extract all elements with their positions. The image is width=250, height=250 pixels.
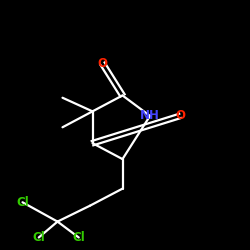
Text: Cl: Cl: [72, 231, 85, 244]
Text: O: O: [175, 110, 185, 122]
Text: Cl: Cl: [32, 231, 45, 244]
Text: O: O: [98, 57, 108, 70]
Text: NH: NH: [140, 110, 160, 122]
Text: Cl: Cl: [16, 196, 29, 209]
